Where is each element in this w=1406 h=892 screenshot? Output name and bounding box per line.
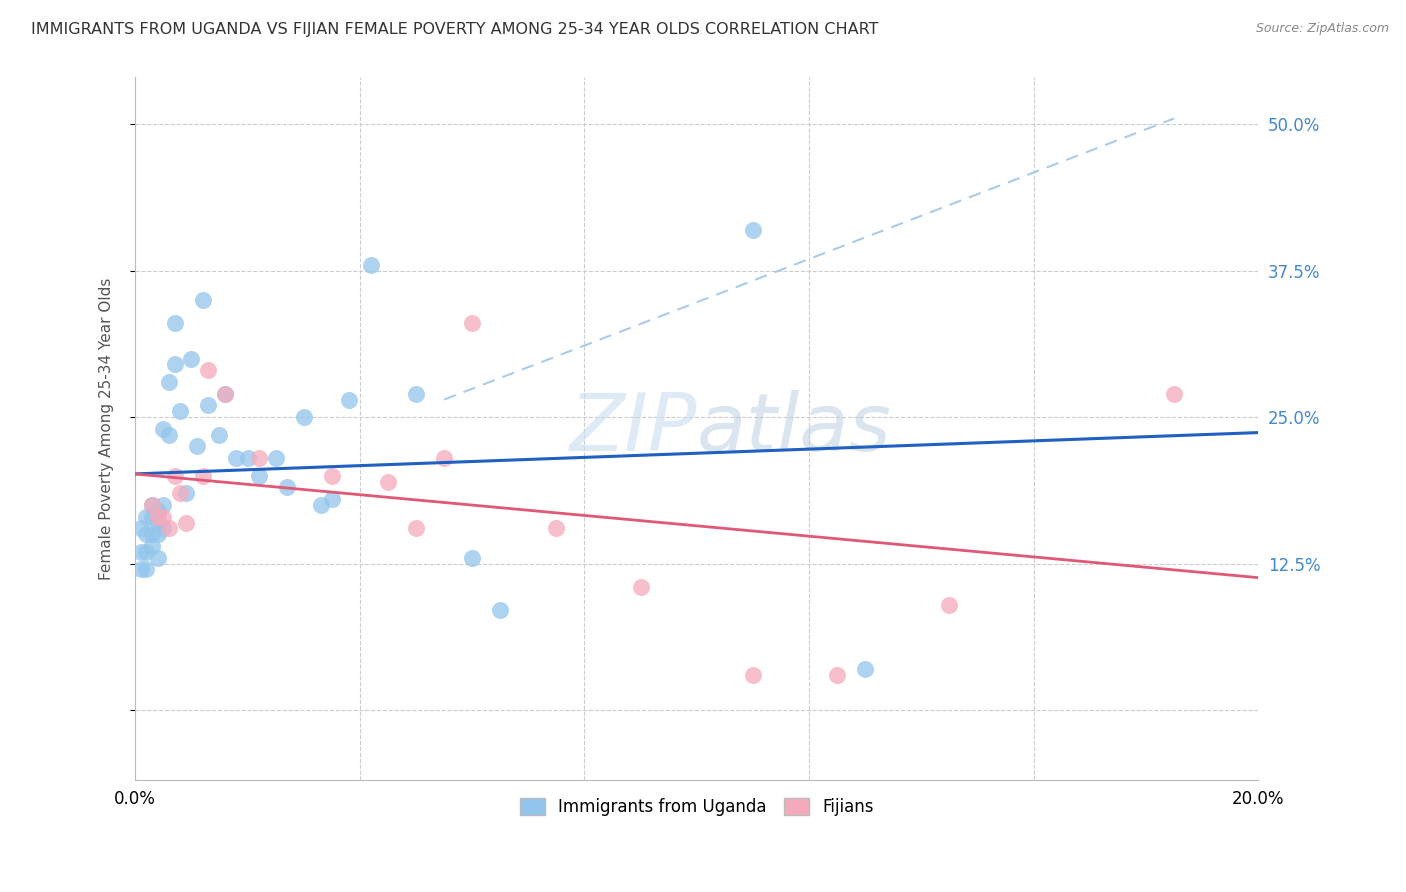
Point: [163, 317, 186, 331]
Point: [135, 509, 157, 524]
Point: [461, 550, 484, 565]
Point: [135, 545, 157, 559]
Point: [174, 486, 197, 500]
Text: Source: ZipAtlas.com: Source: ZipAtlas.com: [1256, 22, 1389, 36]
Point: [146, 550, 169, 565]
Point: [360, 258, 382, 272]
Point: [186, 439, 208, 453]
Text: atlas: atlas: [697, 390, 891, 468]
Point: [169, 486, 191, 500]
Point: [546, 521, 568, 535]
Point: [152, 521, 174, 535]
Point: [141, 509, 163, 524]
Point: [309, 498, 332, 512]
Point: [321, 492, 343, 507]
Text: IMMIGRANTS FROM UGANDA VS FIJIAN FEMALE POVERTY AMONG 25-34 YEAR OLDS CORRELATIO: IMMIGRANTS FROM UGANDA VS FIJIAN FEMALE …: [31, 22, 879, 37]
Point: [163, 358, 186, 372]
Point: [157, 375, 180, 389]
Point: [433, 451, 456, 466]
Point: [292, 410, 315, 425]
Point: [214, 386, 236, 401]
Point: [489, 603, 512, 617]
Point: [405, 521, 427, 535]
Point: [157, 427, 180, 442]
Point: [742, 223, 765, 237]
Point: [146, 516, 169, 530]
Point: [742, 668, 765, 682]
Point: [236, 451, 259, 466]
Point: [146, 504, 169, 518]
Point: [321, 468, 343, 483]
Point: [129, 521, 152, 535]
Point: [825, 668, 848, 682]
Point: [247, 468, 270, 483]
Point: [152, 422, 174, 436]
Point: [337, 392, 360, 407]
Point: [191, 293, 214, 307]
Point: [630, 580, 652, 594]
Point: [141, 498, 163, 512]
Text: ZIP: ZIP: [569, 390, 697, 468]
Y-axis label: Female Poverty Among 25-34 Year Olds: Female Poverty Among 25-34 Year Olds: [100, 277, 114, 580]
Point: [163, 468, 186, 483]
Point: [146, 527, 169, 541]
Legend: Immigrants from Uganda, Fijians: Immigrants from Uganda, Fijians: [512, 789, 882, 825]
Point: [214, 386, 236, 401]
Point: [129, 545, 152, 559]
Point: [377, 475, 399, 489]
Point: [208, 427, 231, 442]
Point: [276, 480, 298, 494]
Point: [1163, 386, 1185, 401]
Point: [938, 598, 960, 612]
Point: [853, 662, 876, 676]
Point: [174, 516, 197, 530]
Point: [146, 509, 169, 524]
Point: [264, 451, 287, 466]
Point: [191, 468, 214, 483]
Point: [152, 509, 174, 524]
Point: [461, 317, 484, 331]
Point: [141, 527, 163, 541]
Point: [129, 562, 152, 576]
Point: [169, 404, 191, 418]
Point: [141, 498, 163, 512]
Point: [180, 351, 202, 366]
Point: [405, 386, 427, 401]
Point: [135, 562, 157, 576]
Point: [152, 498, 174, 512]
Point: [197, 363, 219, 377]
Point: [141, 539, 163, 553]
Point: [225, 451, 247, 466]
Point: [197, 399, 219, 413]
Point: [135, 527, 157, 541]
Point: [157, 521, 180, 535]
Point: [247, 451, 270, 466]
